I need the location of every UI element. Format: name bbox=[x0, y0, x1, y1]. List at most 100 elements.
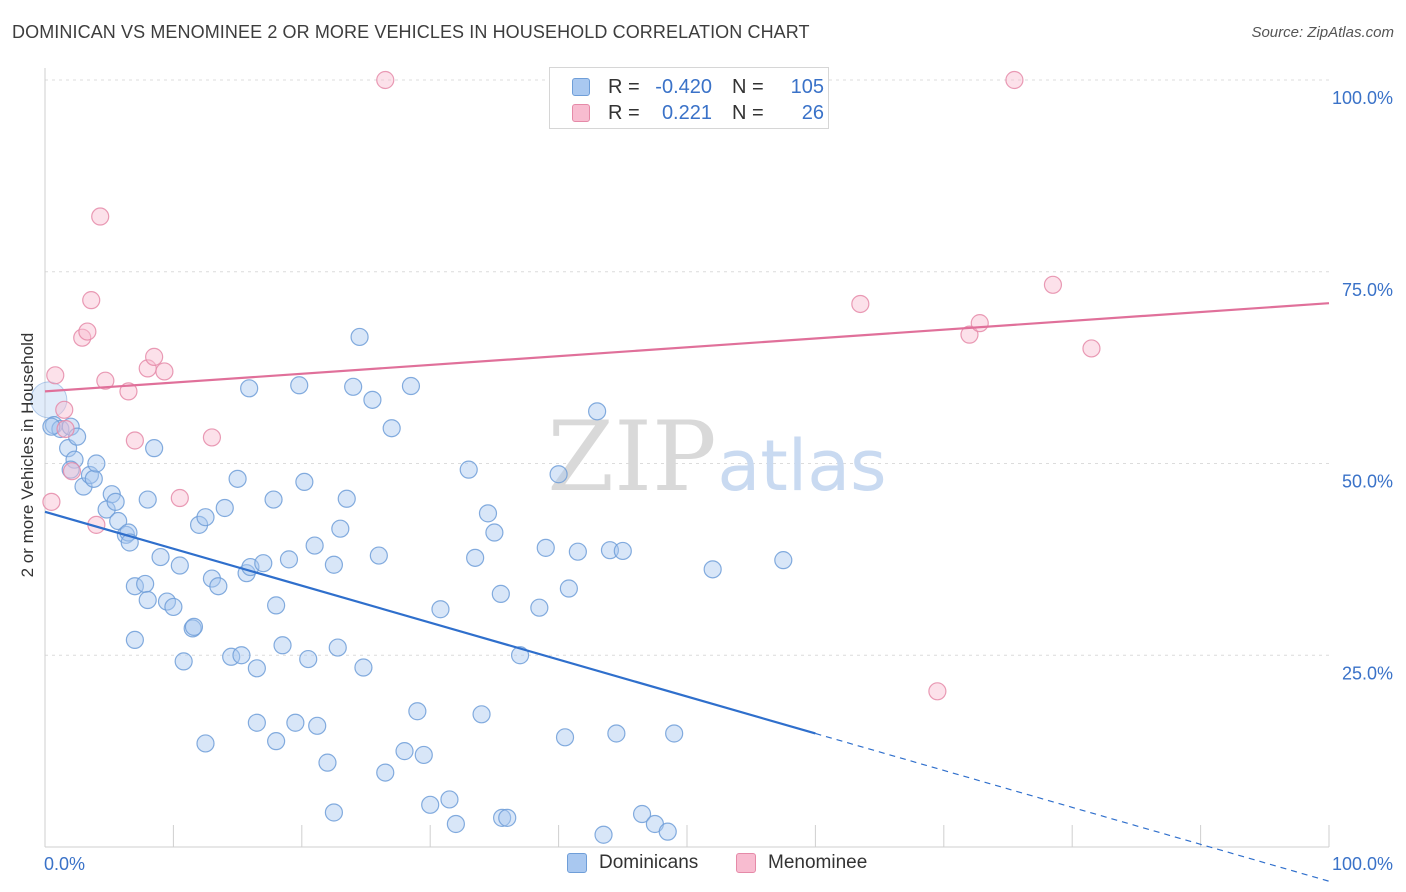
data-point-menominee bbox=[145, 347, 164, 366]
data-point-dominicans bbox=[559, 579, 578, 598]
data-point-dominicans bbox=[42, 417, 61, 436]
data-point-dominicans bbox=[136, 574, 155, 594]
y-tick-label: 75.0% bbox=[1342, 280, 1393, 300]
data-point-menominee bbox=[91, 207, 110, 226]
legend-n-label: N = bbox=[732, 102, 764, 124]
data-point-dominicans bbox=[588, 402, 607, 421]
data-point-menominee bbox=[1005, 70, 1024, 90]
data-point-menominee bbox=[928, 682, 947, 701]
data-point-menominee bbox=[119, 382, 138, 401]
data-point-dominicans bbox=[363, 390, 382, 409]
data-point-dominicans bbox=[466, 548, 485, 567]
data-point-dominicans bbox=[109, 511, 128, 531]
data-point-dominicans bbox=[594, 825, 613, 844]
data-point-dominicans bbox=[305, 536, 324, 555]
data-point-dominicans bbox=[247, 713, 266, 732]
data-point-menominee bbox=[960, 325, 979, 344]
data-point-dominicans bbox=[215, 498, 234, 518]
data-point-dominicans bbox=[510, 646, 530, 665]
data-point-dominicans bbox=[421, 795, 440, 814]
data-point-dominicans bbox=[613, 541, 632, 561]
data-point-dominicans bbox=[440, 790, 459, 809]
data-point-dominicans bbox=[228, 469, 247, 488]
data-point-dominicans bbox=[209, 577, 228, 596]
legend-n-label: N = bbox=[732, 76, 764, 98]
data-point-dominicans bbox=[308, 716, 327, 735]
data-point-dominicans bbox=[350, 327, 369, 347]
data-point-menominee bbox=[376, 70, 395, 90]
data-point-dominicans bbox=[331, 519, 350, 538]
data-point-dominicans bbox=[65, 450, 84, 469]
data-point-dominicans bbox=[344, 377, 363, 396]
data-point-dominicans bbox=[286, 713, 305, 732]
data-point-dominicans bbox=[376, 763, 395, 782]
data-point-dominicans bbox=[254, 554, 273, 573]
points-layer bbox=[30, 70, 1101, 844]
data-point-dominicans bbox=[151, 547, 170, 567]
data-point-dominicans bbox=[125, 630, 144, 650]
data-point-dominicans bbox=[498, 808, 517, 827]
y-tick-label: 100.0% bbox=[1332, 88, 1393, 108]
data-point-menominee bbox=[851, 294, 870, 314]
data-point-dominicans bbox=[164, 597, 183, 617]
data-point-dominicans bbox=[431, 600, 450, 619]
data-point-dominicans bbox=[491, 584, 510, 603]
data-point-dominicans bbox=[600, 541, 620, 560]
data-point-dominicans bbox=[87, 454, 106, 473]
data-point-menominee bbox=[46, 366, 65, 385]
axis-layer bbox=[44, 68, 1330, 848]
data-point-dominicans bbox=[196, 508, 215, 527]
data-point-dominicans bbox=[408, 702, 427, 721]
series-label-dominicans: Dominicans bbox=[599, 852, 699, 873]
data-point-dominicans bbox=[324, 803, 343, 822]
data-point-dominicans bbox=[279, 550, 299, 569]
data-point-dominicans bbox=[369, 546, 388, 565]
data-point-dominicans bbox=[232, 646, 251, 665]
data-point-dominicans bbox=[267, 596, 286, 615]
data-point-dominicans bbox=[174, 652, 193, 671]
data-point-dominicans bbox=[459, 460, 478, 479]
source-label[interactable]: Source: ZipAtlas.com bbox=[1251, 24, 1394, 41]
data-point-dominicans bbox=[324, 555, 343, 574]
data-point-menominee bbox=[1043, 275, 1063, 294]
legend-n-value: 26 bbox=[801, 102, 824, 124]
data-point-dominicans bbox=[290, 376, 309, 395]
data-point-dominicans bbox=[446, 814, 465, 834]
trend-line-dominicans bbox=[44, 510, 816, 735]
data-point-menominee bbox=[125, 431, 144, 450]
data-point-dominicans bbox=[401, 376, 421, 396]
data-point-dominicans bbox=[472, 705, 491, 724]
data-point-dominicans bbox=[247, 659, 266, 678]
data-point-dominicans bbox=[478, 504, 498, 523]
watermark-zip: ZIP bbox=[547, 401, 716, 513]
data-point-menominee bbox=[55, 400, 74, 419]
data-point-dominicans bbox=[607, 724, 626, 743]
data-point-menominee bbox=[78, 322, 97, 341]
data-point-dominicans bbox=[485, 523, 504, 542]
x-tick-label: 100.0% bbox=[1332, 854, 1393, 874]
data-point-dominicans bbox=[555, 728, 575, 747]
data-point-dominicans bbox=[382, 419, 401, 438]
data-point-dominicans bbox=[632, 804, 652, 824]
data-point-dominicans bbox=[184, 617, 204, 636]
data-point-dominicans bbox=[328, 638, 347, 657]
data-point-dominicans bbox=[395, 742, 414, 761]
data-point-dominicans bbox=[267, 732, 286, 751]
data-point-dominicans bbox=[493, 808, 512, 827]
data-point-dominicans bbox=[774, 551, 793, 570]
trend-line-menominee bbox=[44, 302, 1330, 393]
data-point-menominee bbox=[62, 462, 82, 481]
data-point-dominicans bbox=[665, 724, 684, 743]
data-point-dominicans bbox=[568, 542, 587, 561]
data-point-menominee bbox=[56, 419, 75, 439]
data-point-dominicans bbox=[549, 465, 568, 484]
legend-r-label: R = bbox=[608, 102, 640, 124]
series-label-menominee: Menominee bbox=[768, 852, 868, 873]
data-point-dominicans bbox=[170, 556, 189, 575]
data-point-dominicans bbox=[337, 489, 356, 508]
data-point-menominee bbox=[42, 492, 61, 511]
data-point-menominee bbox=[96, 371, 115, 390]
data-point-dominicans bbox=[318, 753, 337, 772]
series-swatch-dominicans bbox=[567, 853, 587, 873]
